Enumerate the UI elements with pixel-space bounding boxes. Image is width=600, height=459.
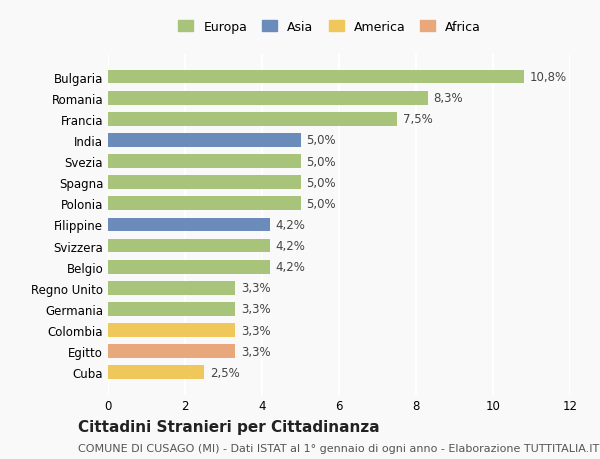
Text: 4,2%: 4,2% [275, 240, 305, 252]
Bar [108, 239, 270, 253]
Bar [108, 71, 524, 84]
Bar [108, 134, 301, 147]
Text: 2,5%: 2,5% [210, 366, 240, 379]
Bar [108, 112, 397, 126]
Legend: Europa, Asia, America, Africa: Europa, Asia, America, Africa [175, 17, 485, 38]
Bar [108, 324, 235, 337]
Text: 5,0%: 5,0% [306, 176, 336, 189]
Text: 7,5%: 7,5% [403, 113, 432, 126]
Bar [108, 260, 270, 274]
Bar [108, 366, 204, 379]
Bar [108, 176, 301, 190]
Text: 5,0%: 5,0% [306, 197, 336, 210]
Bar [108, 92, 428, 105]
Bar [108, 218, 270, 232]
Bar [108, 197, 301, 211]
Text: 4,2%: 4,2% [275, 261, 305, 274]
Text: COMUNE DI CUSAGO (MI) - Dati ISTAT al 1° gennaio di ogni anno - Elaborazione TUT: COMUNE DI CUSAGO (MI) - Dati ISTAT al 1°… [78, 443, 599, 453]
Text: 8,3%: 8,3% [433, 92, 463, 105]
Text: 5,0%: 5,0% [306, 155, 336, 168]
Bar [108, 345, 235, 358]
Text: 3,3%: 3,3% [241, 303, 271, 316]
Text: 3,3%: 3,3% [241, 324, 271, 337]
Bar [108, 302, 235, 316]
Text: 3,3%: 3,3% [241, 282, 271, 295]
Text: Cittadini Stranieri per Cittadinanza: Cittadini Stranieri per Cittadinanza [78, 419, 380, 434]
Text: 3,3%: 3,3% [241, 345, 271, 358]
Text: 10,8%: 10,8% [530, 71, 567, 84]
Text: 4,2%: 4,2% [275, 218, 305, 231]
Bar [108, 155, 301, 168]
Bar [108, 281, 235, 295]
Text: 5,0%: 5,0% [306, 134, 336, 147]
